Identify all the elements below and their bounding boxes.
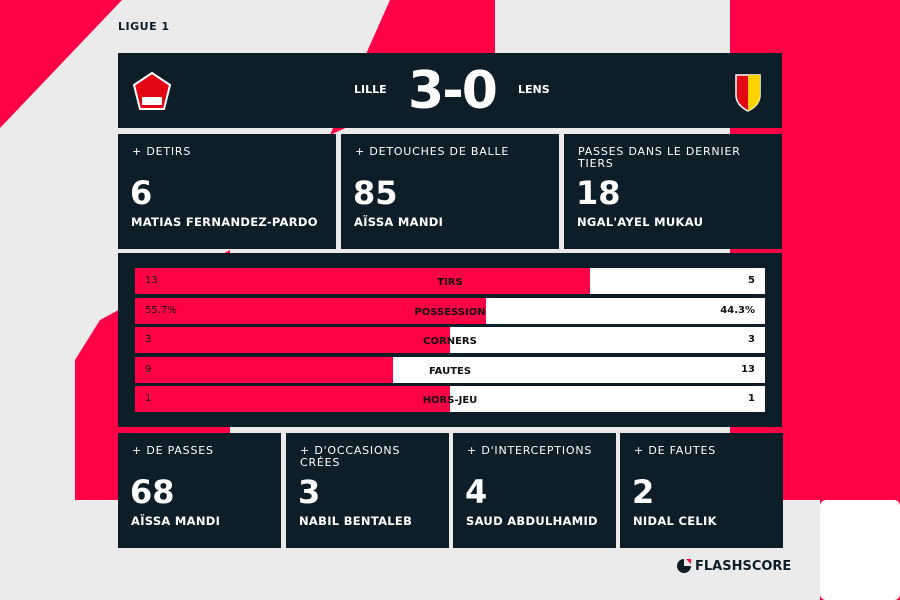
losc-crest-icon bbox=[132, 71, 172, 110]
away-value: 1 bbox=[748, 393, 755, 404]
stat-card-value: 4 bbox=[465, 473, 488, 511]
away-value: 3 bbox=[748, 334, 755, 345]
stat-card-value: 2 bbox=[632, 473, 655, 511]
stat-label: FAUTES bbox=[428, 365, 472, 377]
stat-row: 3 CORNERS 3 bbox=[135, 327, 765, 353]
rc-lens-crest-icon bbox=[735, 74, 761, 112]
away-value: 44.3% bbox=[720, 304, 755, 316]
player-name: NABIL BENTALEB bbox=[299, 514, 413, 528]
home-value: 55.7% bbox=[145, 304, 177, 316]
home-value: 3 bbox=[145, 334, 152, 345]
stat-card-value: 18 bbox=[576, 174, 621, 212]
stat-card-label: + DETIRS bbox=[132, 145, 192, 158]
brand-text: FLASHSCORE bbox=[695, 558, 792, 574]
stat-card: + DE FAUTES 2 NIDAL CELIK bbox=[620, 433, 783, 548]
league-label: LIGUE 1 bbox=[118, 20, 170, 33]
stat-label: POSSESSION bbox=[414, 306, 486, 318]
home-share-bar bbox=[135, 297, 486, 324]
home-value: 9 bbox=[145, 363, 152, 375]
stat-card: + DETIRS 6 MATIAS FERNANDEZ-PARDO bbox=[118, 134, 336, 249]
stat-card: + DE PASSES 68 AÏSSA MANDI bbox=[118, 433, 281, 548]
home-share-bar bbox=[135, 356, 393, 383]
home-value: 1 bbox=[145, 393, 152, 404]
player-name: NGAL'AYEL MUKAU bbox=[577, 215, 704, 229]
home-team: LILLE bbox=[354, 83, 387, 96]
stat-card: PASSES DANS LE DERNIER TIERS 18 NGAL'AYEL … bbox=[564, 134, 782, 249]
stat-card: + D'OCCASIONS CRÉES 3 NABIL BENTALEB bbox=[286, 433, 449, 548]
stat-card-value: 68 bbox=[130, 473, 175, 511]
stat-card-value: 6 bbox=[130, 174, 153, 212]
stat-row: 9 FAUTES 13 bbox=[135, 356, 765, 383]
player-name: AÏSSA MANDI bbox=[131, 514, 221, 528]
stat-card: + D'INTERCEPTIONS 4 SAUD ABDULHAMID bbox=[453, 433, 616, 548]
away-value: 5 bbox=[748, 275, 755, 286]
stat-card-label: + D'OCCASIONS CRÉES bbox=[300, 444, 401, 469]
stat-card-label: + DE PASSES bbox=[132, 444, 214, 457]
flashscore-icon bbox=[677, 559, 691, 573]
stat-card-label: + DETOUCHES DE BALLE bbox=[355, 145, 510, 158]
player-name: SAUD ABDULHAMID bbox=[466, 514, 598, 528]
stat-label: CORNERS bbox=[423, 336, 477, 347]
home-share-bar bbox=[135, 268, 590, 294]
stat-label: TIRS bbox=[437, 277, 463, 288]
match-header: LILLE 3-0 LENS bbox=[118, 53, 782, 128]
stat-row: 13 TIRS 5 bbox=[135, 268, 765, 294]
score: 3-0 bbox=[408, 61, 498, 121]
player-name: MATIAS FERNANDEZ-PARDO bbox=[131, 215, 318, 229]
stat-label: HORS-JEU bbox=[422, 395, 478, 406]
stat-card-label: + D'INTERCEPTIONS bbox=[467, 444, 593, 457]
player-name: NIDAL CELIK bbox=[633, 514, 717, 528]
stat-row: 55.7% POSSESSION 44.3% bbox=[135, 297, 765, 324]
stat-card-value: 3 bbox=[298, 473, 321, 511]
away-team: LENS bbox=[518, 83, 550, 96]
home-share-bar bbox=[135, 327, 450, 353]
stat-card-label: + DE FAUTES bbox=[634, 444, 716, 457]
stat-row: 1 HORS-JEU 1 bbox=[135, 386, 765, 412]
home-value: 13 bbox=[145, 275, 158, 286]
stats-comparison: 13 TIRS 5 55.7% POSSESSION 44.3% 3 CORNERS 3 9 FAU… bbox=[118, 253, 782, 427]
flashscore-logo: FLASHSCORE bbox=[676, 558, 791, 574]
away-value: 13 bbox=[741, 363, 755, 375]
stat-card: + DETOUCHES DE BALLE 85 AÏSSA MANDI bbox=[341, 134, 559, 249]
stat-card-value: 85 bbox=[353, 174, 398, 212]
home-share-bar bbox=[135, 386, 450, 412]
player-name: AÏSSA MANDI bbox=[354, 215, 444, 229]
stat-card-label: PASSES DANS LE DERNIER TIERS bbox=[578, 145, 741, 170]
